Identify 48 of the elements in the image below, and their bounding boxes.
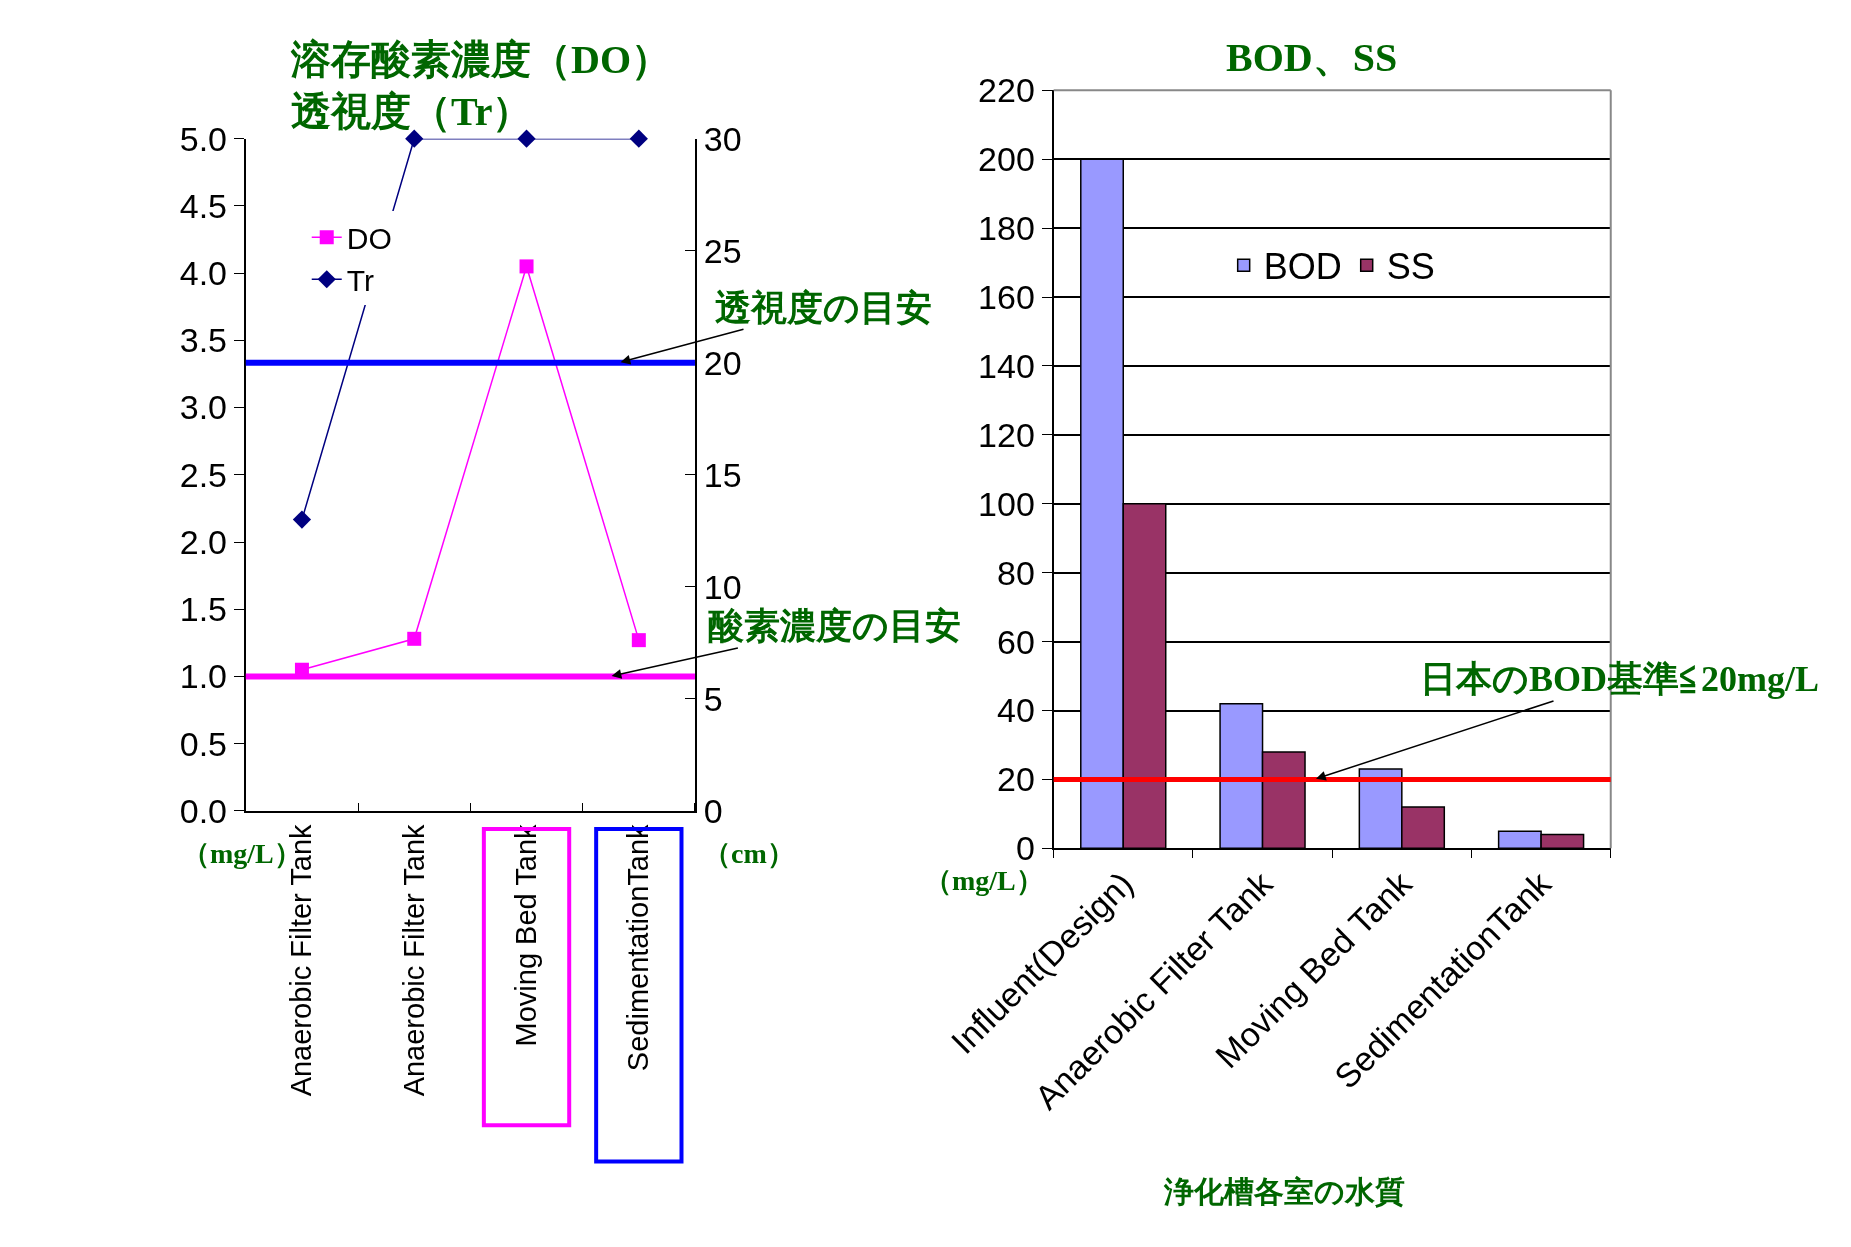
legend-label: Tr	[346, 263, 374, 297]
y-tick-label: 0.5	[179, 724, 227, 763]
y-tick-label: 120	[978, 415, 1035, 454]
chart-subtitle: 透視度（Tr）	[291, 89, 533, 134]
y2-axis-title: （cm）	[703, 838, 795, 869]
y2-tick-label: 20	[703, 343, 742, 382]
legend-label: BOD	[1263, 246, 1342, 288]
y2-tick-label: 0	[703, 791, 723, 830]
chart-title: BOD、SS	[1226, 35, 1398, 80]
y-tick-label: 0.0	[179, 791, 227, 830]
y-tick-label: 4.0	[179, 254, 227, 293]
y-tick-label: 140	[978, 346, 1035, 385]
x-tick-label: Anaerobic Filter Tank	[397, 823, 430, 1097]
y-tick-label: 60	[996, 622, 1035, 661]
y2-tick-label: 30	[703, 119, 742, 158]
y2-tick-label: 10	[703, 567, 742, 606]
y-tick-label: 2.0	[179, 522, 227, 561]
y-tick-label: 80	[996, 553, 1035, 592]
legend-label: SS	[1386, 246, 1435, 288]
y-tick-label: 0	[1015, 829, 1035, 868]
ref-line-label: 酸素濃度の目安	[708, 606, 961, 646]
point	[519, 259, 534, 274]
ref-line-label: 透視度の目安	[715, 288, 932, 328]
y-tick-label: 220	[978, 71, 1035, 110]
point	[631, 633, 646, 648]
y-tick-label: 2.5	[179, 455, 227, 494]
y-tick-label: 4.5	[179, 186, 227, 225]
y-tick-label: 40	[996, 691, 1035, 730]
y-tick-label: 5.0	[179, 119, 227, 158]
y-tick-label: 180	[978, 209, 1035, 248]
y-tick-label: 1.5	[179, 590, 227, 629]
y-tick-label: 20	[996, 760, 1035, 799]
y-tick-label: 200	[978, 140, 1035, 179]
y-tick-label: 3.0	[179, 388, 227, 427]
ref-line-label: 日本のBOD基準≦20mg/L	[1420, 659, 1820, 699]
point	[407, 631, 422, 646]
y2-tick-label: 15	[703, 455, 742, 494]
x-tick-label: SedimentationTank	[622, 824, 655, 1072]
legend-label: DO	[346, 221, 392, 255]
y-tick-label: 3.5	[179, 321, 227, 360]
x-tick-label: Anaerobic Filter Tank	[285, 823, 318, 1097]
y-tick-label: 100	[978, 484, 1035, 523]
text: 浄化槽各室の水質	[1163, 1175, 1405, 1208]
y2-tick-label: 5	[703, 679, 723, 718]
y-tick-label: 1.0	[179, 657, 227, 696]
y-tick-label: 160	[978, 277, 1035, 316]
y2-tick-label: 25	[703, 231, 742, 270]
chart-title: 溶存酸素濃度（DO）	[290, 37, 671, 82]
